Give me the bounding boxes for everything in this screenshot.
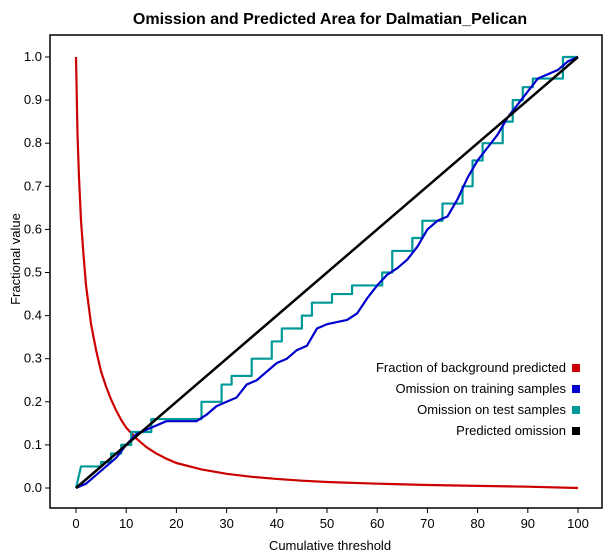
series-line-omission-on-test-samples	[74, 55, 578, 489]
x-tick-label: 100	[567, 516, 589, 531]
legend-label-omission-on-training-samples: Omission on training samples	[395, 381, 566, 396]
legend: Fraction of background predicted Omission…	[376, 360, 580, 438]
x-tick-label: 20	[169, 516, 183, 531]
y-tick-label: 0.8	[24, 135, 42, 150]
y-tick-label: 0.0	[24, 480, 42, 495]
x-tick-label: 50	[320, 516, 334, 531]
y-tick-label: 0.7	[24, 178, 42, 193]
y-tick-label: 0.2	[24, 394, 42, 409]
x-tick-label: 10	[119, 516, 133, 531]
x-tick-label: 40	[270, 516, 284, 531]
legend-label-predicted-omission: Predicted omission	[456, 423, 566, 438]
y-tick-label: 0.6	[24, 221, 42, 236]
y-tick-label: 0.4	[24, 308, 42, 323]
legend-label-fraction-of-background-predicted: Fraction of background predicted	[376, 360, 566, 375]
legend-swatch-fraction-of-background-predicted	[572, 364, 580, 372]
x-axis-label: Cumulative threshold	[269, 538, 391, 553]
legend-label-omission-on-test-samples: Omission on test samples	[417, 402, 566, 417]
x-tick-label: 70	[420, 516, 434, 531]
series-line-fraction-of-background-predicted	[74, 56, 579, 490]
x-tick-label: 30	[219, 516, 233, 531]
y-tick-label: 0.1	[24, 437, 42, 452]
series-layer	[74, 55, 579, 490]
y-tick-label: 0.5	[24, 265, 42, 280]
y-axis-label: Fractional value	[8, 213, 23, 305]
legend-swatch-omission-on-test-samples	[572, 406, 580, 414]
y-tick-label: 0.9	[24, 92, 42, 107]
x-tick-label: 0	[72, 516, 79, 531]
legend-swatch-predicted-omission	[572, 427, 580, 435]
y-tick-label: 1.0	[24, 49, 42, 64]
legend-swatch-omission-on-training-samples	[572, 385, 580, 393]
x-tick-label: 90	[521, 516, 535, 531]
chart-title: Omission and Predicted Area for Dalmatia…	[133, 11, 527, 28]
y-tick-label: 0.3	[24, 351, 42, 366]
series-line-predicted-omission	[75, 56, 579, 489]
series-line-omission-on-training-samples	[75, 55, 579, 490]
x-tick-label: 80	[470, 516, 484, 531]
x-tick-label: 60	[370, 516, 384, 531]
